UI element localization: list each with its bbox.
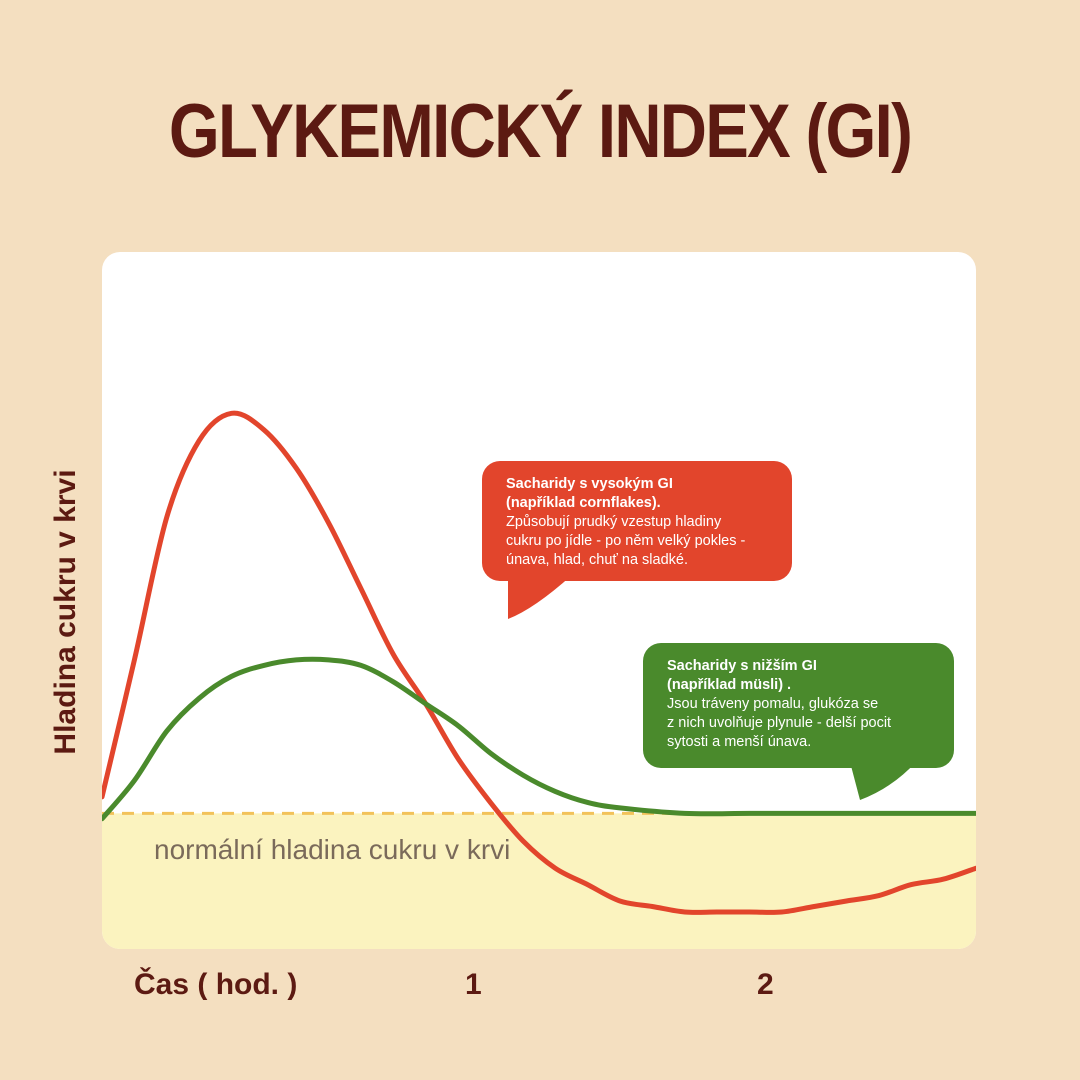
callout-high-gi: Sacharidy s vysokým GI (například cornfl…	[482, 461, 792, 581]
callout-low-heading-1: Sacharidy s nižším GI	[667, 658, 817, 674]
normal-level-label: normální hladina cukru v krvi	[154, 834, 511, 865]
callout-high-body-1: Způsobují prudký vzestup hladiny	[506, 514, 722, 530]
callout-high-body-2: cukru po jídle - po něm velký pokles -	[506, 533, 746, 549]
normal-level-band	[102, 813, 976, 949]
series-line-low-gi	[102, 656, 976, 822]
callout-low-body-2: z nich uvolňuje plynule - delší pocit	[667, 715, 892, 731]
x-axis-label: Čas ( hod. )	[134, 968, 298, 1001]
callout-low-heading-2: (například müsli) .	[667, 677, 792, 693]
callout-low-tail	[850, 762, 916, 800]
callout-high-body-3: únava, hlad, chuť na sladké.	[506, 552, 688, 568]
callout-high-heading-1: Sacharidy s vysokým GI	[506, 476, 673, 492]
x-tick-label-1: 1	[465, 968, 482, 1001]
callout-low-gi: Sacharidy s nižším GI (například müsli) …	[643, 643, 954, 768]
chart-plot	[102, 410, 976, 949]
chart-card	[102, 252, 976, 949]
callout-high-heading-2: (například cornflakes).	[506, 495, 661, 511]
series-line-high-gi	[102, 410, 976, 915]
callout-low-body-1: Jsou tráveny pomalu, glukóza se	[667, 696, 879, 712]
y-axis-label: Hladina cukru v krvi	[49, 469, 82, 755]
callout-low-body-3: sytosti a menší únava.	[667, 734, 812, 750]
page-title: GLYKEMICKÝ INDEX (GI)	[168, 89, 913, 174]
x-tick-label-2: 2	[757, 968, 774, 1001]
callout-high-tail	[508, 575, 572, 619]
